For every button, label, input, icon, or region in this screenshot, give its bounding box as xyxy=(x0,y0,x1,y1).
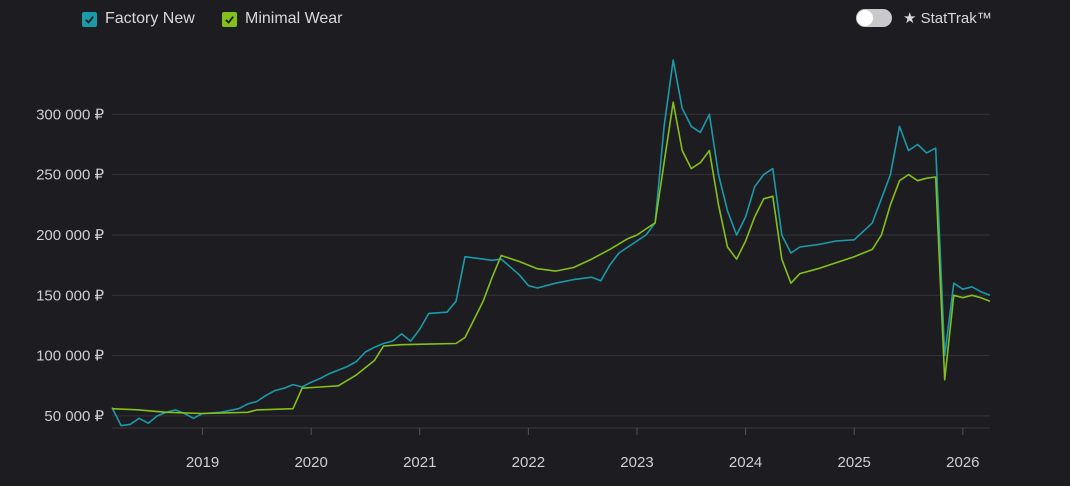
y-tick-label: 200 000 ₽ xyxy=(36,227,104,244)
x-tick-label: 2025 xyxy=(838,454,871,471)
y-tick-label: 50 000 ₽ xyxy=(44,408,104,425)
x-tick-label: 2019 xyxy=(186,454,219,471)
legend-label-factory-new: Factory New xyxy=(105,10,195,27)
x-tick-label: 2020 xyxy=(294,454,327,471)
x-tick-label: 2023 xyxy=(620,454,653,471)
toggle-switch-icon[interactable] xyxy=(856,9,892,27)
y-tick-label: 100 000 ₽ xyxy=(36,348,104,365)
x-tick-label: 2024 xyxy=(729,454,762,471)
series-line-factory-new xyxy=(111,59,991,427)
legend-item-minimal-wear[interactable]: Minimal Wear xyxy=(222,10,343,28)
series-line-minimal-wear xyxy=(111,101,991,415)
checkbox-checked-icon[interactable] xyxy=(82,11,97,27)
stattrak-toggle-group[interactable]: ★ StatTrak™ xyxy=(856,9,992,27)
x-tick-label: 2026 xyxy=(946,454,979,471)
x-tick-label: 2021 xyxy=(403,454,436,471)
checkbox-checked-icon[interactable] xyxy=(222,11,237,27)
stattrak-label: ★ StatTrak™ xyxy=(903,10,992,27)
toggle-knob xyxy=(857,10,873,26)
y-tick-label: 250 000 ₽ xyxy=(36,167,104,184)
chart-lines xyxy=(111,59,991,427)
x-tick-label: 2022 xyxy=(512,454,545,471)
legend-label-minimal-wear: Minimal Wear xyxy=(245,10,343,27)
y-tick-label: 300 000 ₽ xyxy=(36,106,104,123)
y-tick-label: 150 000 ₽ xyxy=(36,287,104,304)
legend-item-factory-new[interactable]: Factory New xyxy=(82,10,195,28)
x-axis-ticks: 2019 2020 2021 2022 2023 2024 2025 2026 xyxy=(186,428,980,471)
y-axis-ticks: 50 000 ₽ 100 000 ₽ 150 000 ₽ 200 000 ₽ 250 0… xyxy=(36,106,104,425)
chart-grid xyxy=(112,113,990,429)
